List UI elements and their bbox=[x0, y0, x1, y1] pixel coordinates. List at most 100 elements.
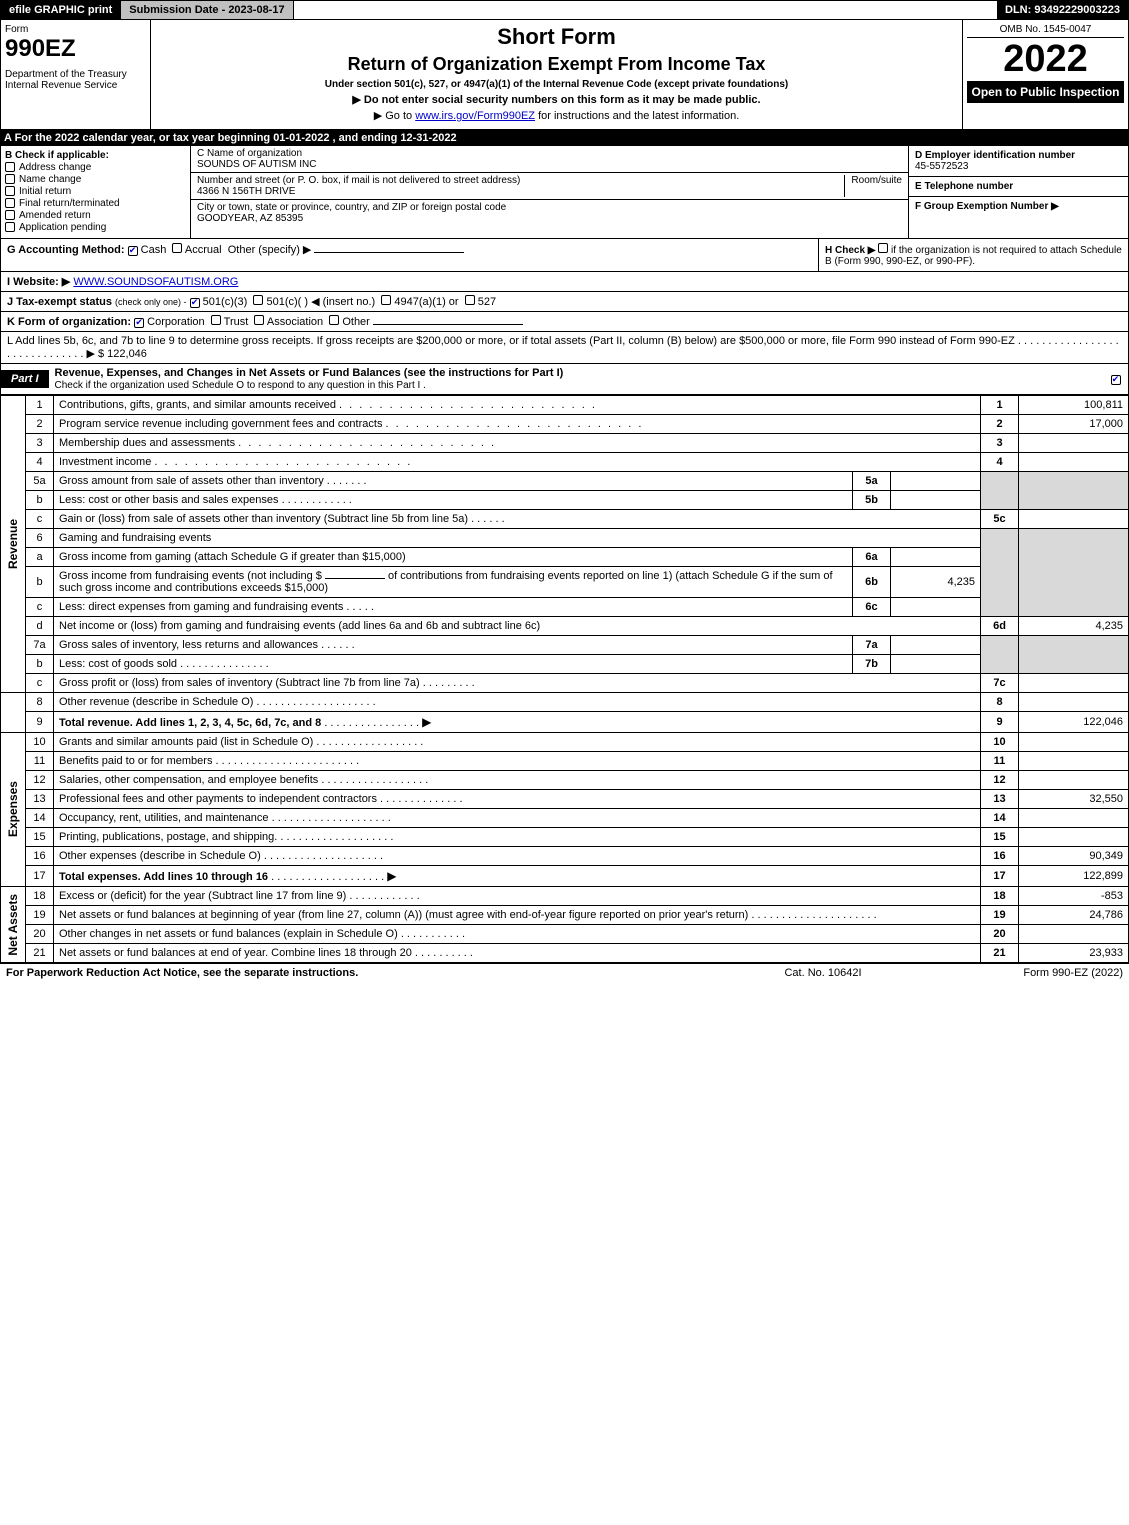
chk-corporation[interactable]: ✔ bbox=[134, 318, 144, 328]
line-7c-amount bbox=[1019, 674, 1129, 693]
line-14-amount bbox=[1019, 809, 1129, 828]
row-l-gross-receipts: L Add lines 5b, 6c, and 7b to line 9 to … bbox=[0, 332, 1129, 364]
org-name-label: C Name of organization bbox=[197, 148, 902, 159]
city-value: GOODYEAR, AZ 85395 bbox=[197, 213, 902, 224]
website-link[interactable]: WWW.SOUNDSOFAUTISM.ORG bbox=[73, 276, 238, 288]
line-6a-subamount bbox=[891, 548, 981, 567]
chk-application-pending[interactable] bbox=[5, 222, 15, 232]
dln: DLN: 93492229003223 bbox=[997, 1, 1128, 19]
chk-name-change[interactable] bbox=[5, 174, 15, 184]
line-8-amount bbox=[1019, 693, 1129, 712]
chk-4947a1[interactable] bbox=[381, 295, 391, 305]
ein-value: 45-5572523 bbox=[915, 161, 1122, 172]
line-16-amount: 90,349 bbox=[1019, 847, 1129, 866]
open-public-banner: Open to Public Inspection bbox=[967, 81, 1124, 103]
chk-accrual[interactable] bbox=[172, 243, 182, 253]
line-6c-subamount bbox=[891, 598, 981, 617]
line-18-amount: -853 bbox=[1019, 887, 1129, 906]
row-k-form-of-org: K Form of organization: ✔ Corporation Tr… bbox=[0, 312, 1129, 332]
line-21-amount: 23,933 bbox=[1019, 944, 1129, 963]
expenses-label: Expenses bbox=[6, 781, 20, 837]
chk-part1-schedule-o[interactable]: ✔ bbox=[1111, 375, 1121, 385]
line-19-amount: 24,786 bbox=[1019, 906, 1129, 925]
row-i-website: I Website: ▶ WWW.SOUNDSOFAUTISM.ORG bbox=[0, 272, 1129, 292]
line-6d-amount: 4,235 bbox=[1019, 617, 1129, 636]
room-suite-label: Room/suite bbox=[844, 175, 902, 197]
line-7b-subamount bbox=[891, 655, 981, 674]
dept-line-1: Department of the Treasury bbox=[5, 69, 146, 80]
line-9-amount: 122,046 bbox=[1019, 712, 1129, 733]
dept-line-2: Internal Revenue Service bbox=[5, 80, 146, 91]
revenue-label: Revenue bbox=[6, 519, 20, 569]
line-2-amount: 17,000 bbox=[1019, 415, 1129, 434]
efile-label[interactable]: efile GRAPHIC print bbox=[1, 1, 121, 19]
line-5a-subamount bbox=[891, 472, 981, 491]
instr-link-line: ▶ Go to www.irs.gov/Form990EZ for instru… bbox=[155, 109, 958, 122]
line-3-amount bbox=[1019, 434, 1129, 453]
addr-label: Number and street (or P. O. box, if mail… bbox=[197, 175, 838, 186]
under-section: Under section 501(c), 527, or 4947(a)(1)… bbox=[155, 79, 958, 90]
part-1-table: Revenue 1 Contributions, gifts, grants, … bbox=[0, 395, 1129, 963]
identity-grid: B Check if applicable: Address change Na… bbox=[0, 146, 1129, 239]
line-4-amount bbox=[1019, 453, 1129, 472]
line-7a-subamount bbox=[891, 636, 981, 655]
chk-initial-return[interactable] bbox=[5, 186, 15, 196]
addr-value: 4366 N 156TH DRIVE bbox=[197, 186, 838, 197]
net-assets-label: Net Assets bbox=[6, 894, 20, 956]
paperwork-notice: For Paperwork Reduction Act Notice, see … bbox=[6, 967, 723, 979]
chk-501c-other[interactable] bbox=[253, 295, 263, 305]
chk-amended-return[interactable] bbox=[5, 210, 15, 220]
line-5b-subamount bbox=[891, 491, 981, 510]
title-short-form: Short Form bbox=[155, 24, 958, 50]
page-footer: For Paperwork Reduction Act Notice, see … bbox=[0, 963, 1129, 982]
city-label: City or town, state or province, country… bbox=[197, 202, 902, 213]
other-specify-blank[interactable] bbox=[314, 252, 464, 253]
chk-association[interactable] bbox=[254, 315, 264, 325]
chk-other-org[interactable] bbox=[329, 315, 339, 325]
part-1-header: Part I Revenue, Expenses, and Changes in… bbox=[0, 364, 1129, 395]
arrow-icon: ▶ bbox=[387, 869, 396, 883]
line-12-amount bbox=[1019, 771, 1129, 790]
part-1-tab: Part I bbox=[1, 370, 49, 388]
org-name: SOUNDS OF AUTISM INC bbox=[197, 159, 902, 170]
chk-527[interactable] bbox=[465, 295, 475, 305]
tax-year: 2022 bbox=[967, 38, 1124, 81]
group-exemption-label: F Group Exemption Number ▶ bbox=[915, 201, 1122, 212]
line-1-amount: 100,811 bbox=[1019, 396, 1129, 415]
irs-link[interactable]: www.irs.gov/Form990EZ bbox=[415, 110, 535, 122]
form-label: Form bbox=[5, 24, 146, 35]
line-20-amount bbox=[1019, 925, 1129, 944]
box-d: D Employer identification number 45-5572… bbox=[908, 146, 1128, 238]
line-5c-amount bbox=[1019, 510, 1129, 529]
chk-trust[interactable] bbox=[211, 315, 221, 325]
form-number: 990EZ bbox=[5, 35, 146, 63]
other-org-blank[interactable] bbox=[373, 324, 523, 325]
line-17-amount: 122,899 bbox=[1019, 866, 1129, 887]
section-a-calendar-year: A For the 2022 calendar year, or tax yea… bbox=[0, 130, 1129, 146]
line-11-amount bbox=[1019, 752, 1129, 771]
accounting-method-label: G Accounting Method: bbox=[7, 244, 125, 256]
omb-number: OMB No. 1545-0047 bbox=[967, 24, 1124, 38]
line-13-amount: 32,550 bbox=[1019, 790, 1129, 809]
arrow-icon: ▶ bbox=[422, 715, 431, 729]
chk-schedule-b-not-required[interactable] bbox=[878, 243, 888, 253]
ein-label: D Employer identification number bbox=[915, 150, 1122, 161]
chk-501c3[interactable]: ✔ bbox=[190, 298, 200, 308]
chk-final-return[interactable] bbox=[5, 198, 15, 208]
row-j-tax-exempt: J Tax-exempt status (check only one) - ✔… bbox=[0, 292, 1129, 312]
instr-ssn: ▶ Do not enter social security numbers o… bbox=[155, 93, 958, 106]
row-g-h: G Accounting Method: ✔ Cash Accrual Othe… bbox=[0, 239, 1129, 272]
top-bar: efile GRAPHIC print Submission Date - 20… bbox=[0, 0, 1129, 20]
submission-date: Submission Date - 2023-08-17 bbox=[121, 1, 293, 19]
gross-receipts-amount: 122,046 bbox=[107, 348, 147, 360]
box-b: B Check if applicable: Address change Na… bbox=[1, 146, 191, 238]
chk-cash[interactable]: ✔ bbox=[128, 246, 138, 256]
cat-number: Cat. No. 10642I bbox=[723, 967, 923, 979]
tel-label: E Telephone number bbox=[915, 181, 1122, 192]
form-ref: Form 990-EZ (2022) bbox=[923, 967, 1123, 979]
chk-address-change[interactable] bbox=[5, 162, 15, 172]
line-10-amount bbox=[1019, 733, 1129, 752]
form-header: Form 990EZ Department of the Treasury In… bbox=[0, 20, 1129, 130]
box-c: C Name of organization SOUNDS OF AUTISM … bbox=[191, 146, 908, 238]
box-b-title: B Check if applicable: bbox=[5, 150, 186, 161]
